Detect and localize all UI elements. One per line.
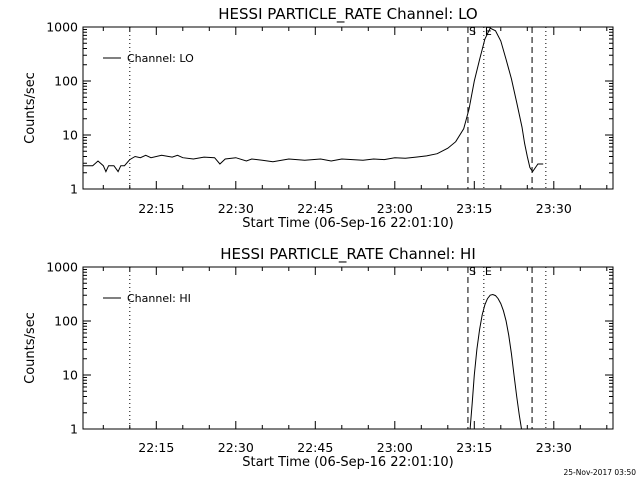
plot-frame <box>82 26 614 190</box>
event-marker-s: S <box>469 265 476 278</box>
y-tick-label: 1000 <box>46 20 78 35</box>
y-tick-label: 1 <box>70 422 78 437</box>
y-tick-label: 1000 <box>46 260 78 275</box>
x-tick-label: 22:30 <box>218 201 254 216</box>
x-tick-label: 22:45 <box>297 201 333 216</box>
x-tick-label: 23:30 <box>536 440 572 455</box>
y-axis-label: Counts/sec <box>23 72 38 144</box>
x-tick-label: 22:15 <box>138 201 174 216</box>
y-axis-label: Counts/sec <box>23 312 38 384</box>
generated-timestamp: 25-Nov-2017 03:50 <box>564 468 637 477</box>
plot-frame <box>82 266 614 430</box>
chart-title: HESSI PARTICLE_RATE Channel: HI <box>220 245 476 264</box>
x-tick-label: 23:15 <box>456 201 492 216</box>
event-marker-s: S <box>469 25 476 38</box>
y-tick-label: 1 <box>70 182 78 197</box>
panel-hi: HESSI PARTICLE_RATE Channel: HI 1 10 100 100… <box>23 245 614 470</box>
y-tick-label: 100 <box>54 314 78 329</box>
legend-label: Channel: HI <box>127 292 191 305</box>
y-tick-label: 10 <box>62 128 78 143</box>
x-tick-label: 22:15 <box>138 440 174 455</box>
legend-label: Channel: LO <box>127 52 194 65</box>
x-tick-label: 22:30 <box>218 440 254 455</box>
x-tick-label: 23:30 <box>536 201 572 216</box>
x-tick-label: 23:00 <box>377 440 413 455</box>
x-axis-label: Start Time (06-Sep-16 22:01:10) <box>242 216 453 231</box>
x-tick-label: 23:00 <box>377 201 413 216</box>
panel-lo: HESSI PARTICLE_RATE Channel: LO 1 10 100 100… <box>23 5 614 231</box>
chart-title: HESSI PARTICLE_RATE Channel: LO <box>218 5 477 24</box>
event-marker-e: E <box>485 265 492 278</box>
y-tick-label: 10 <box>62 368 78 383</box>
y-tick-label: 100 <box>54 74 78 89</box>
x-tick-label: 23:15 <box>456 440 492 455</box>
x-axis-label: Start Time (06-Sep-16 22:01:10) <box>242 455 453 470</box>
series-line <box>83 27 544 173</box>
series-line <box>469 293 522 429</box>
x-tick-label: 22:45 <box>297 440 333 455</box>
